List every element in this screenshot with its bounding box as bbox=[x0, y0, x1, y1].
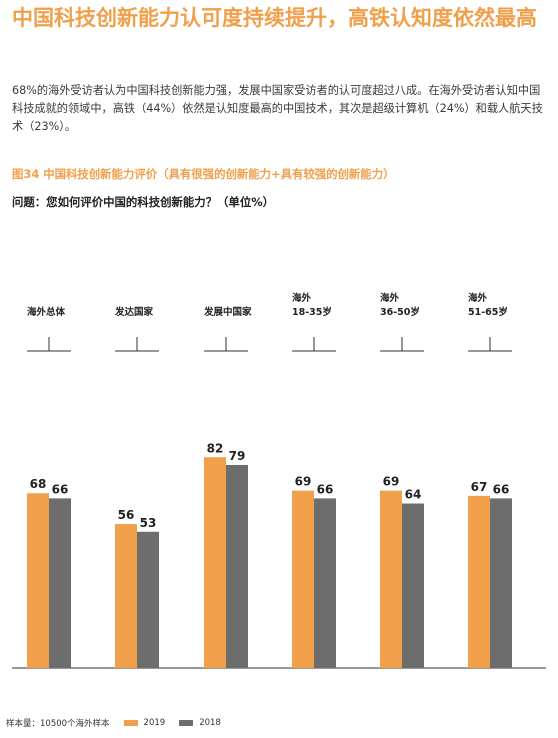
bar-2019-5 bbox=[380, 490, 402, 668]
legend-swatch-2018 bbox=[179, 720, 194, 726]
bar-2018-2 bbox=[137, 531, 159, 668]
data-label: 67 bbox=[471, 480, 488, 494]
legend-swatch-2019 bbox=[123, 720, 138, 726]
data-label: 66 bbox=[317, 482, 334, 496]
category-label: 海外 bbox=[468, 292, 488, 304]
data-label: 79 bbox=[229, 449, 246, 463]
legend-label-2019: 2019 bbox=[143, 718, 166, 728]
bar-2018-5 bbox=[402, 503, 424, 668]
category-label: 发展中国家 bbox=[203, 306, 252, 318]
data-label: 56 bbox=[118, 508, 135, 522]
category-label: 18-35岁 bbox=[292, 306, 332, 318]
data-label: 69 bbox=[383, 475, 400, 489]
bar-2018-3 bbox=[226, 464, 248, 668]
page-title: 中国科技创新能力认可度持续提升，高铁认知度依然最高 bbox=[12, 6, 537, 30]
bar-2019-1 bbox=[27, 493, 49, 668]
bar-2019-4 bbox=[292, 490, 314, 668]
intro-paragraph: 68%的海外受访者认为中国科技创新能力强，发展中国家受访者的认可度超过八成。在海… bbox=[12, 84, 543, 133]
chart-footer: 样本量：10500个海外样本 2019 2018 bbox=[6, 717, 221, 729]
data-label: 68 bbox=[30, 477, 47, 491]
survey-question: 问题：您如何评价中国的科技创新能力？（单位%） bbox=[12, 195, 275, 209]
bar-2019-2 bbox=[115, 524, 137, 668]
category-label: 海外 bbox=[292, 292, 312, 304]
category-label: 发达国家 bbox=[114, 306, 154, 318]
category-label: 海外总体 bbox=[27, 306, 66, 318]
category-label: 51-65岁 bbox=[468, 306, 508, 318]
figure-caption: 图34 中国科技创新能力评价（具有很强的创新能力+具有较强的创新能力） bbox=[12, 167, 395, 181]
sample-note: 样本量：10500个海外样本 bbox=[6, 719, 110, 729]
bar-2019-6 bbox=[468, 495, 490, 668]
data-label: 66 bbox=[493, 482, 510, 496]
data-label: 53 bbox=[140, 516, 157, 530]
bar-2018-6 bbox=[490, 498, 512, 668]
bar-chart: 海外总体 68 66 发达国家 56 53 发展中国家 82 79 海外 18-35岁 69 66 海外 3… bbox=[12, 292, 546, 669]
category-label: 海外 bbox=[380, 292, 400, 304]
data-label: 82 bbox=[207, 441, 224, 455]
data-label: 66 bbox=[52, 482, 69, 496]
data-label: 69 bbox=[295, 475, 312, 489]
category-label: 36-50岁 bbox=[380, 306, 420, 318]
data-label: 64 bbox=[405, 488, 422, 502]
bar-2018-1 bbox=[49, 498, 71, 668]
bar-2018-4 bbox=[314, 498, 336, 668]
bar-2019-3 bbox=[204, 457, 226, 668]
legend-label-2018: 2018 bbox=[199, 718, 221, 728]
